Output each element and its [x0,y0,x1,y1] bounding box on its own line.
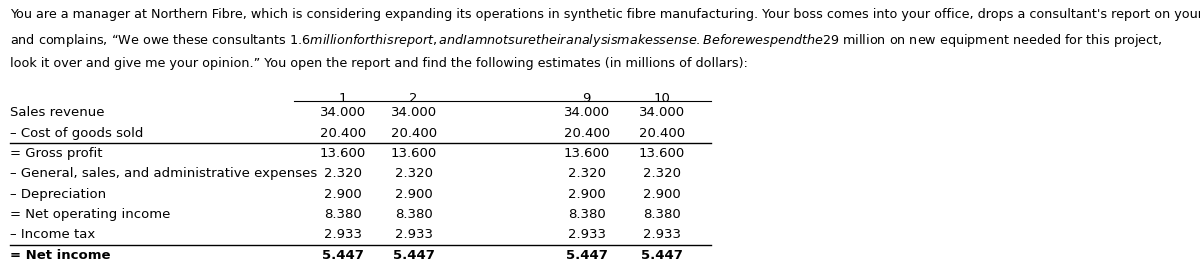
Text: look it over and give me your opinion.” You open the report and find the followi: look it over and give me your opinion.” … [11,57,748,70]
Text: 2.900: 2.900 [568,188,606,201]
Text: 20.400: 20.400 [638,127,685,140]
Text: Sales revenue: Sales revenue [11,106,104,119]
Text: 5.447: 5.447 [565,249,607,261]
Text: = Gross profit: = Gross profit [11,147,103,160]
Text: 20.400: 20.400 [319,127,366,140]
Text: and complains, “We owe these consultants $1.6 million for this report, and I am : and complains, “We owe these consultants… [11,32,1163,49]
Text: ...: ... [492,92,504,105]
Text: 8.380: 8.380 [395,208,432,221]
Text: 8.380: 8.380 [324,208,361,221]
Text: 9: 9 [582,92,590,105]
Text: 10: 10 [654,92,671,105]
Text: 2.900: 2.900 [395,188,432,201]
Text: 2.320: 2.320 [395,167,433,180]
Text: 2.900: 2.900 [643,188,680,201]
Text: 2.320: 2.320 [568,167,606,180]
Text: 20.400: 20.400 [391,127,437,140]
Text: 2.933: 2.933 [568,228,606,241]
Text: 5.447: 5.447 [641,249,683,261]
Text: 13.600: 13.600 [564,147,610,160]
Text: 2.320: 2.320 [643,167,680,180]
Text: 2.900: 2.900 [324,188,361,201]
Text: 2.933: 2.933 [395,228,433,241]
Text: = Net operating income: = Net operating income [11,208,170,221]
Text: = Net income: = Net income [11,249,110,261]
Text: – Cost of goods sold: – Cost of goods sold [11,127,144,140]
Text: 5.447: 5.447 [392,249,434,261]
Text: You are a manager at Northern Fibre, which is considering expanding its operatio: You are a manager at Northern Fibre, whi… [11,8,1200,21]
Text: 2.933: 2.933 [324,228,361,241]
Text: 13.600: 13.600 [319,147,366,160]
Text: 8.380: 8.380 [568,208,606,221]
Text: – General, sales, and administrative expenses: – General, sales, and administrative exp… [11,167,318,180]
Text: 34.000: 34.000 [564,106,610,119]
Text: 34.000: 34.000 [391,106,437,119]
Text: 5.447: 5.447 [322,249,364,261]
Text: 2: 2 [409,92,418,105]
Text: 2.320: 2.320 [324,167,361,180]
Text: 20.400: 20.400 [564,127,610,140]
Text: 13.600: 13.600 [638,147,685,160]
Text: 1: 1 [338,92,347,105]
Text: 34.000: 34.000 [319,106,366,119]
Text: – Depreciation: – Depreciation [11,188,107,201]
Text: 13.600: 13.600 [390,147,437,160]
Text: 8.380: 8.380 [643,208,680,221]
Text: – Income tax: – Income tax [11,228,96,241]
Text: 2.933: 2.933 [643,228,680,241]
Text: 34.000: 34.000 [638,106,685,119]
